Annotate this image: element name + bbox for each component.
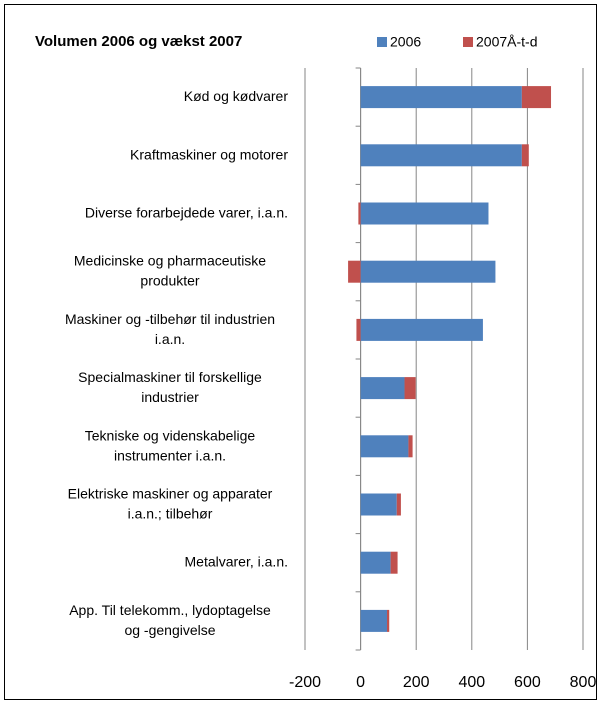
x-tick-label: 0 <box>356 674 365 691</box>
legend-label: 2007Å-t-d <box>476 34 537 50</box>
x-tick-label: 400 <box>458 674 485 691</box>
y-tick-label: Diverse forarbejdede varer, i.a.n. <box>85 204 288 220</box>
y-tick-label: Maskiner og -tilbehør til industrien i.a.… <box>65 311 275 347</box>
bar <box>387 609 390 632</box>
y-tick-label: Metalvarer, i.a.n. <box>185 553 289 569</box>
x-tick-label: 800 <box>570 674 597 691</box>
bar <box>360 493 397 516</box>
bar <box>360 260 496 283</box>
x-tick-label: -200 <box>289 674 321 691</box>
bar <box>356 318 361 341</box>
bar <box>358 202 361 225</box>
bar <box>408 435 413 458</box>
chart-border <box>4 4 597 700</box>
y-tick-label: Specialmaskiner til forskellige industrie… <box>78 369 262 405</box>
chart-title: Volumen 2006 og vækst 2007 <box>35 33 242 50</box>
bar <box>521 86 552 109</box>
x-tick-label: 200 <box>403 674 430 691</box>
y-tick-label: Medicinske og pharmaceutiske produkter <box>74 252 266 288</box>
bar <box>360 377 405 400</box>
legend-swatch <box>377 37 387 47</box>
bar <box>360 609 388 632</box>
y-tick-label: App. Til telekomm., lydoptagelse og -geng… <box>69 602 271 638</box>
bar <box>348 260 361 283</box>
bar <box>360 144 522 167</box>
bar <box>521 144 529 167</box>
bar <box>360 86 522 109</box>
bar <box>390 551 398 574</box>
bar <box>396 493 401 516</box>
y-tick-label: Elektriske maskiner og apparater i.a.n.; … <box>68 485 273 521</box>
x-tick-label: 600 <box>514 674 541 691</box>
bar <box>360 318 483 341</box>
y-tick-label: Kraftmaskiner og motorer <box>130 146 288 162</box>
y-tick-label: Tekniske og videnskabelige instrumenter i… <box>85 427 256 463</box>
y-tick-label: Kød og kødvarer <box>184 88 289 104</box>
legend-label: 2006 <box>390 34 421 50</box>
bar <box>404 377 416 400</box>
bar <box>360 551 391 574</box>
bar <box>360 435 409 458</box>
legend-swatch <box>463 37 473 47</box>
bar <box>360 202 489 225</box>
